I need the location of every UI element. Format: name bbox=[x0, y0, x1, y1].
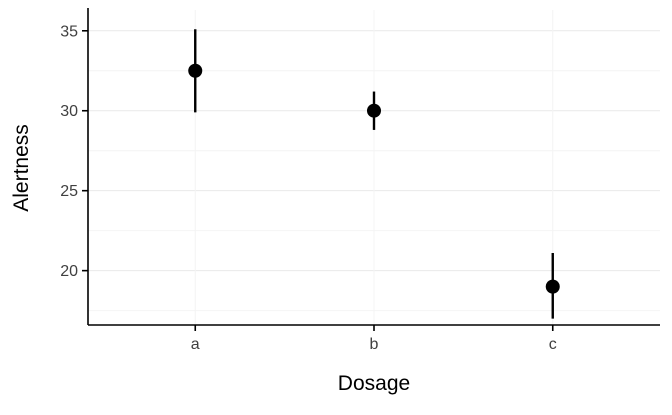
y-tick-label: 30 bbox=[60, 103, 78, 120]
y-tick-label: 20 bbox=[60, 263, 78, 280]
data-point bbox=[188, 63, 203, 78]
y-tick-label: 35 bbox=[60, 23, 78, 40]
y-tick-label: 25 bbox=[60, 183, 78, 200]
data-point bbox=[367, 103, 381, 118]
y-axis-title: Alertness bbox=[10, 124, 33, 212]
x-axis-title: Dosage bbox=[337, 372, 411, 395]
x-tick-label: a bbox=[191, 336, 200, 353]
x-tick-label: c bbox=[549, 336, 557, 353]
data-point bbox=[545, 279, 560, 294]
x-tick-label: b bbox=[370, 336, 379, 353]
